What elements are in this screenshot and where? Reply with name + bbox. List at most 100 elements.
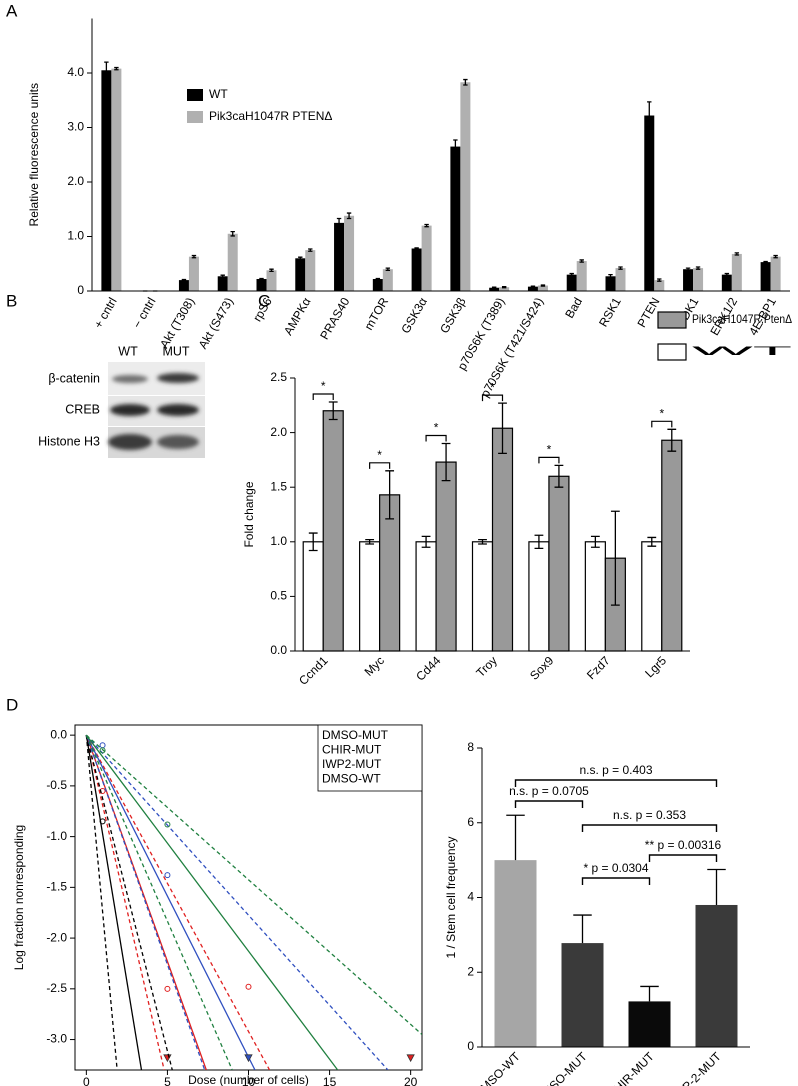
bar — [382, 269, 393, 291]
significance-label: * — [490, 380, 495, 394]
significance-bracket — [369, 462, 391, 469]
x-tick-label: DMSO-MUT — [533, 1049, 590, 1086]
error-bar — [385, 470, 395, 520]
fit-line — [85, 734, 173, 1070]
error-bar — [534, 534, 544, 550]
bar — [334, 222, 345, 291]
comparison-label: n.s. p = 0.353 — [613, 808, 686, 822]
point — [99, 742, 106, 749]
legend-label: WT — [209, 87, 228, 101]
y-tick-label: -3.0 — [46, 1032, 67, 1046]
bar — [770, 256, 781, 291]
x-tick-label: Bad — [562, 295, 585, 320]
bar — [421, 225, 432, 291]
error-bar — [610, 510, 620, 606]
bar — [111, 68, 122, 291]
significance-bracket — [425, 434, 447, 442]
bar — [372, 279, 383, 291]
bar — [537, 285, 548, 291]
y-tick-label: 0 — [467, 1039, 474, 1053]
error-bar — [667, 428, 677, 452]
y-tick-label: 3.0 — [67, 120, 84, 134]
plot-area — [85, 734, 422, 1070]
x-tick-label: GSK3α — [398, 295, 430, 336]
legend-label: CHIR-MUT — [322, 743, 382, 757]
error-bar — [114, 66, 119, 71]
bar — [295, 258, 306, 291]
panel-label: C — [258, 291, 270, 310]
point — [164, 872, 171, 879]
error-bar — [346, 212, 352, 220]
y-tick-label: 2.0 — [270, 425, 287, 439]
error-bar — [734, 252, 740, 256]
bar — [641, 541, 663, 652]
error-bar — [308, 532, 318, 552]
bar — [256, 279, 267, 291]
error-bar — [573, 914, 592, 944]
error-bar — [463, 78, 468, 86]
bar — [561, 943, 604, 1047]
comparison-label: ** p = 0.00316 — [645, 838, 722, 852]
bar — [266, 270, 277, 291]
y-tick-label: 0 — [77, 283, 84, 297]
error-bar — [336, 217, 342, 228]
x-tick-label: DMSO-WT — [471, 1049, 523, 1086]
y-tick-label: -1.5 — [46, 880, 67, 894]
significance-label: * — [434, 421, 439, 435]
x-tick-label: AMPKα — [281, 295, 314, 338]
point — [99, 747, 106, 754]
error-bar — [647, 536, 657, 547]
error-bar — [695, 266, 701, 270]
error-bar — [424, 223, 429, 228]
fit-line — [85, 734, 339, 1070]
significance-bracket — [538, 456, 560, 464]
legend-box — [317, 724, 423, 792]
bar — [489, 287, 500, 291]
bar — [302, 541, 324, 652]
bar — [760, 262, 771, 291]
error-bar — [618, 266, 623, 270]
error-bar — [441, 442, 451, 482]
fit-line — [85, 734, 206, 1070]
significance-label: * — [377, 448, 382, 462]
significance-label: * — [547, 443, 552, 457]
y-axis-label: Relative fluorescence units — [27, 83, 41, 226]
x-tick-label: PRAS40 — [317, 295, 352, 342]
error-bar — [308, 248, 313, 252]
bar — [721, 274, 732, 291]
y-tick-label: 6 — [467, 815, 474, 829]
bar — [695, 904, 738, 1047]
fit-line — [85, 734, 389, 1070]
x-tick-label: CHIR-MUT — [605, 1049, 657, 1086]
legend-label: IWP2-MUT — [322, 757, 382, 771]
y-tick-label: 0.0 — [270, 643, 287, 657]
legend-swatch — [187, 111, 203, 123]
bar — [661, 439, 683, 652]
bar — [227, 233, 238, 291]
significance-label: * — [321, 379, 326, 393]
error-bar — [569, 272, 574, 277]
error-bar — [590, 535, 600, 548]
x-tick-label: + cntrl — [91, 295, 120, 331]
fit-line — [85, 735, 118, 1070]
y-tick-label: 4.0 — [67, 65, 84, 79]
error-bar — [453, 139, 458, 154]
bar — [450, 146, 461, 291]
y-axis-label: Log fraction nonresponding — [12, 825, 26, 970]
legend-swatch — [657, 343, 687, 361]
error-bar — [506, 814, 525, 861]
bar — [322, 410, 344, 652]
error-bar — [608, 274, 613, 279]
y-tick-label: 0.0 — [50, 727, 67, 741]
comparison-bracket — [514, 800, 584, 808]
bar — [460, 82, 471, 291]
error-bar — [191, 254, 197, 259]
panel-label: B — [6, 291, 17, 310]
bar — [101, 70, 112, 292]
error-bar — [385, 267, 391, 271]
bar — [471, 541, 494, 652]
comparison-bracket — [648, 854, 718, 862]
blot-row: Histone H3 — [38, 434, 100, 448]
error-bar — [685, 267, 691, 271]
